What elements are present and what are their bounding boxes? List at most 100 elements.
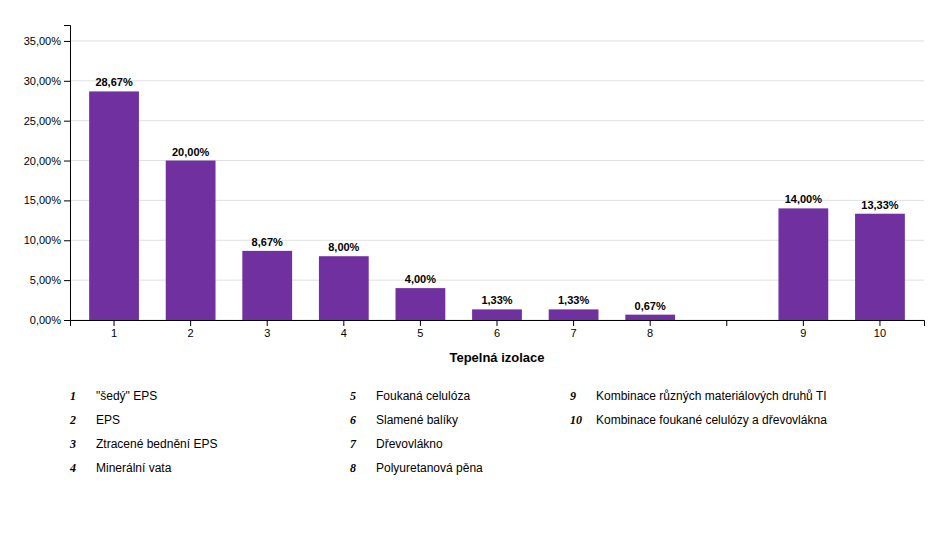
key-number: 9 — [570, 389, 576, 403]
y-tick: 20,00% — [24, 155, 70, 167]
y-tick: 25,00% — [24, 115, 70, 127]
y-tick: 0,00% — [30, 314, 70, 326]
y-tick: 35,00% — [24, 35, 70, 47]
x-tick-mark — [803, 320, 804, 326]
key-text: EPS — [96, 413, 120, 427]
bar — [549, 309, 599, 320]
plot-area: 28,67%20,00%8,67%8,00%4,00%1,33%1,33%0,6… — [24, 26, 925, 339]
x-tick-label: 6 — [494, 327, 500, 339]
x-tick: 10 — [874, 320, 886, 339]
chart-root: 28,67%20,00%8,67%8,00%4,00%1,33%1,33%0,6… — [0, 0, 944, 554]
data-label: 28,67% — [95, 76, 133, 88]
key-text: Kombinace foukané celulózy a dřevovlákna — [596, 413, 827, 427]
grid — [70, 41, 924, 320]
y-tick-label: 35,00% — [24, 35, 62, 47]
x-tick-label: 4 — [341, 327, 347, 339]
bar — [472, 309, 522, 320]
x-tick: 9 — [800, 320, 806, 339]
y-tick-label: 10,00% — [24, 234, 62, 246]
y-tick-mark — [64, 200, 70, 201]
key-number: 7 — [350, 437, 357, 451]
x-tick-mark — [726, 320, 727, 326]
x-tick-label: 10 — [874, 327, 886, 339]
grid-line — [70, 120, 924, 121]
x-axis-title: Tepelná izolace — [449, 350, 544, 365]
key-text: Ztracené bednění EPS — [96, 437, 217, 451]
y-tick-label: 5,00% — [30, 274, 61, 286]
y-tick-label: 0,00% — [30, 314, 61, 326]
grid-line — [70, 80, 924, 81]
x-tick: 7 — [571, 320, 577, 339]
bar — [166, 161, 216, 320]
x-tick-mark — [879, 320, 880, 326]
x-tick: 6 — [494, 320, 500, 339]
x-tick-label: 1 — [111, 327, 117, 339]
x-tick-mark — [190, 320, 191, 326]
y-tick: 5,00% — [30, 274, 70, 286]
x-tick-mark — [573, 320, 574, 326]
x-tick — [726, 320, 727, 326]
x-tick-mark — [343, 320, 344, 326]
x-tick-label: 8 — [647, 327, 653, 339]
x-tick: 3 — [264, 320, 270, 339]
category-key: 1"šedý" EPS2EPS3Ztracené bednění EPS4Min… — [69, 389, 827, 475]
data-label: 8,00% — [328, 241, 359, 253]
key-text: Kombinace různých materiálových druhů TI — [596, 389, 827, 403]
y-tick-label: 25,00% — [24, 115, 62, 127]
x-tick-label: 9 — [800, 327, 806, 339]
x-tick: 5 — [417, 320, 423, 339]
x-tick-label: 5 — [417, 327, 423, 339]
data-label: 0,67% — [635, 300, 666, 312]
key-number: 1 — [70, 389, 76, 403]
key-text: Slamené balíky — [376, 413, 458, 427]
x-tick: 1 — [111, 320, 117, 339]
bar — [242, 251, 292, 320]
x-axis: 1 2 3 4 5 6 7 8 9 10 — [71, 320, 925, 339]
key-number: 5 — [350, 389, 356, 403]
y-tick-mark — [64, 280, 70, 281]
y-tick-mark — [64, 41, 70, 42]
data-label: 13,33% — [861, 199, 899, 211]
key-number: 8 — [350, 461, 356, 475]
x-tick-label: 2 — [188, 327, 194, 339]
data-label: 1,33% — [481, 294, 512, 306]
x-tick-mark — [650, 320, 651, 326]
bars — [89, 91, 905, 320]
bar — [396, 288, 446, 320]
bar — [89, 91, 139, 320]
key-text: Dřevovlákno — [376, 437, 443, 451]
key-number: 3 — [69, 437, 76, 451]
y-tick-label: 20,00% — [24, 155, 62, 167]
bar — [625, 315, 675, 320]
bar — [319, 256, 369, 320]
y-tick: 30,00% — [24, 75, 70, 87]
key-number: 6 — [350, 413, 356, 427]
key-text: Foukaná celulóza — [376, 389, 470, 403]
y-axis: 0,00% 5,00% 10,00% 15,00% 20,00% 25,00% 30,00%… — [24, 26, 71, 327]
y-tick-mark — [64, 161, 70, 162]
y-axis-line — [64, 26, 71, 321]
key-text: Minerální vata — [96, 461, 172, 475]
key-number: 10 — [570, 413, 582, 427]
x-tick-label: 3 — [264, 327, 270, 339]
x-tick-mark — [497, 320, 498, 326]
key-number: 4 — [69, 461, 76, 475]
data-label: 8,67% — [252, 236, 283, 248]
data-label: 4,00% — [405, 273, 436, 285]
x-tick-label: 7 — [571, 327, 577, 339]
data-label: 14,00% — [785, 193, 823, 205]
x-tick-mark — [267, 320, 268, 326]
key-text: Polyuretanová pěna — [376, 461, 483, 475]
x-tick: 4 — [341, 320, 347, 339]
data-labels: 28,67%20,00%8,67%8,00%4,00%1,33%1,33%0,6… — [95, 76, 898, 311]
y-tick-mark — [64, 320, 70, 321]
x-tick: 2 — [188, 320, 194, 339]
key-text: "šedý" EPS — [96, 389, 157, 403]
grid-line — [70, 40, 924, 41]
y-tick-mark — [64, 240, 70, 241]
y-tick-label: 15,00% — [24, 194, 62, 206]
data-label: 20,00% — [172, 146, 210, 158]
x-axis-line — [71, 321, 925, 327]
x-tick-mark — [114, 320, 115, 326]
bar — [855, 214, 905, 320]
